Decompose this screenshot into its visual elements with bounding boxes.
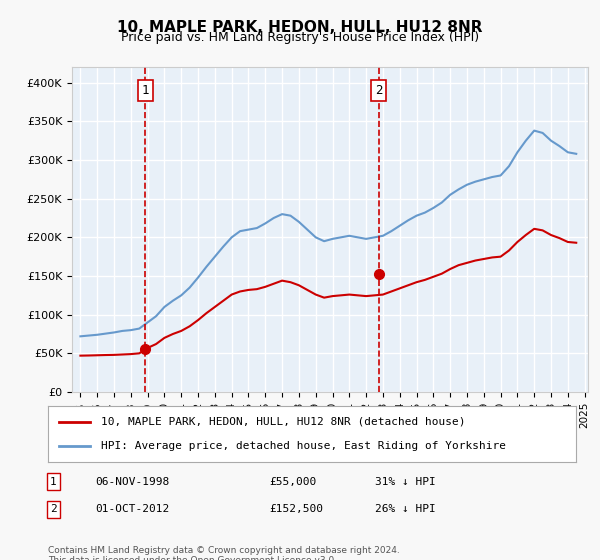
- Text: £152,500: £152,500: [270, 505, 324, 515]
- Text: £55,000: £55,000: [270, 477, 317, 487]
- Text: 1: 1: [142, 84, 149, 97]
- Text: 2: 2: [50, 505, 56, 515]
- Text: Price paid vs. HM Land Registry's House Price Index (HPI): Price paid vs. HM Land Registry's House …: [121, 31, 479, 44]
- Text: 2: 2: [375, 84, 382, 97]
- Text: 10, MAPLE PARK, HEDON, HULL, HU12 8NR: 10, MAPLE PARK, HEDON, HULL, HU12 8NR: [117, 20, 483, 35]
- Text: 31% ↓ HPI: 31% ↓ HPI: [376, 477, 436, 487]
- Text: 01-OCT-2012: 01-OCT-2012: [95, 505, 170, 515]
- Text: 1: 1: [50, 477, 56, 487]
- Text: Contains HM Land Registry data © Crown copyright and database right 2024.
This d: Contains HM Land Registry data © Crown c…: [48, 546, 400, 560]
- Text: 26% ↓ HPI: 26% ↓ HPI: [376, 505, 436, 515]
- Text: 10, MAPLE PARK, HEDON, HULL, HU12 8NR (detached house): 10, MAPLE PARK, HEDON, HULL, HU12 8NR (d…: [101, 417, 466, 427]
- Text: 06-NOV-1998: 06-NOV-1998: [95, 477, 170, 487]
- Text: HPI: Average price, detached house, East Riding of Yorkshire: HPI: Average price, detached house, East…: [101, 441, 506, 451]
